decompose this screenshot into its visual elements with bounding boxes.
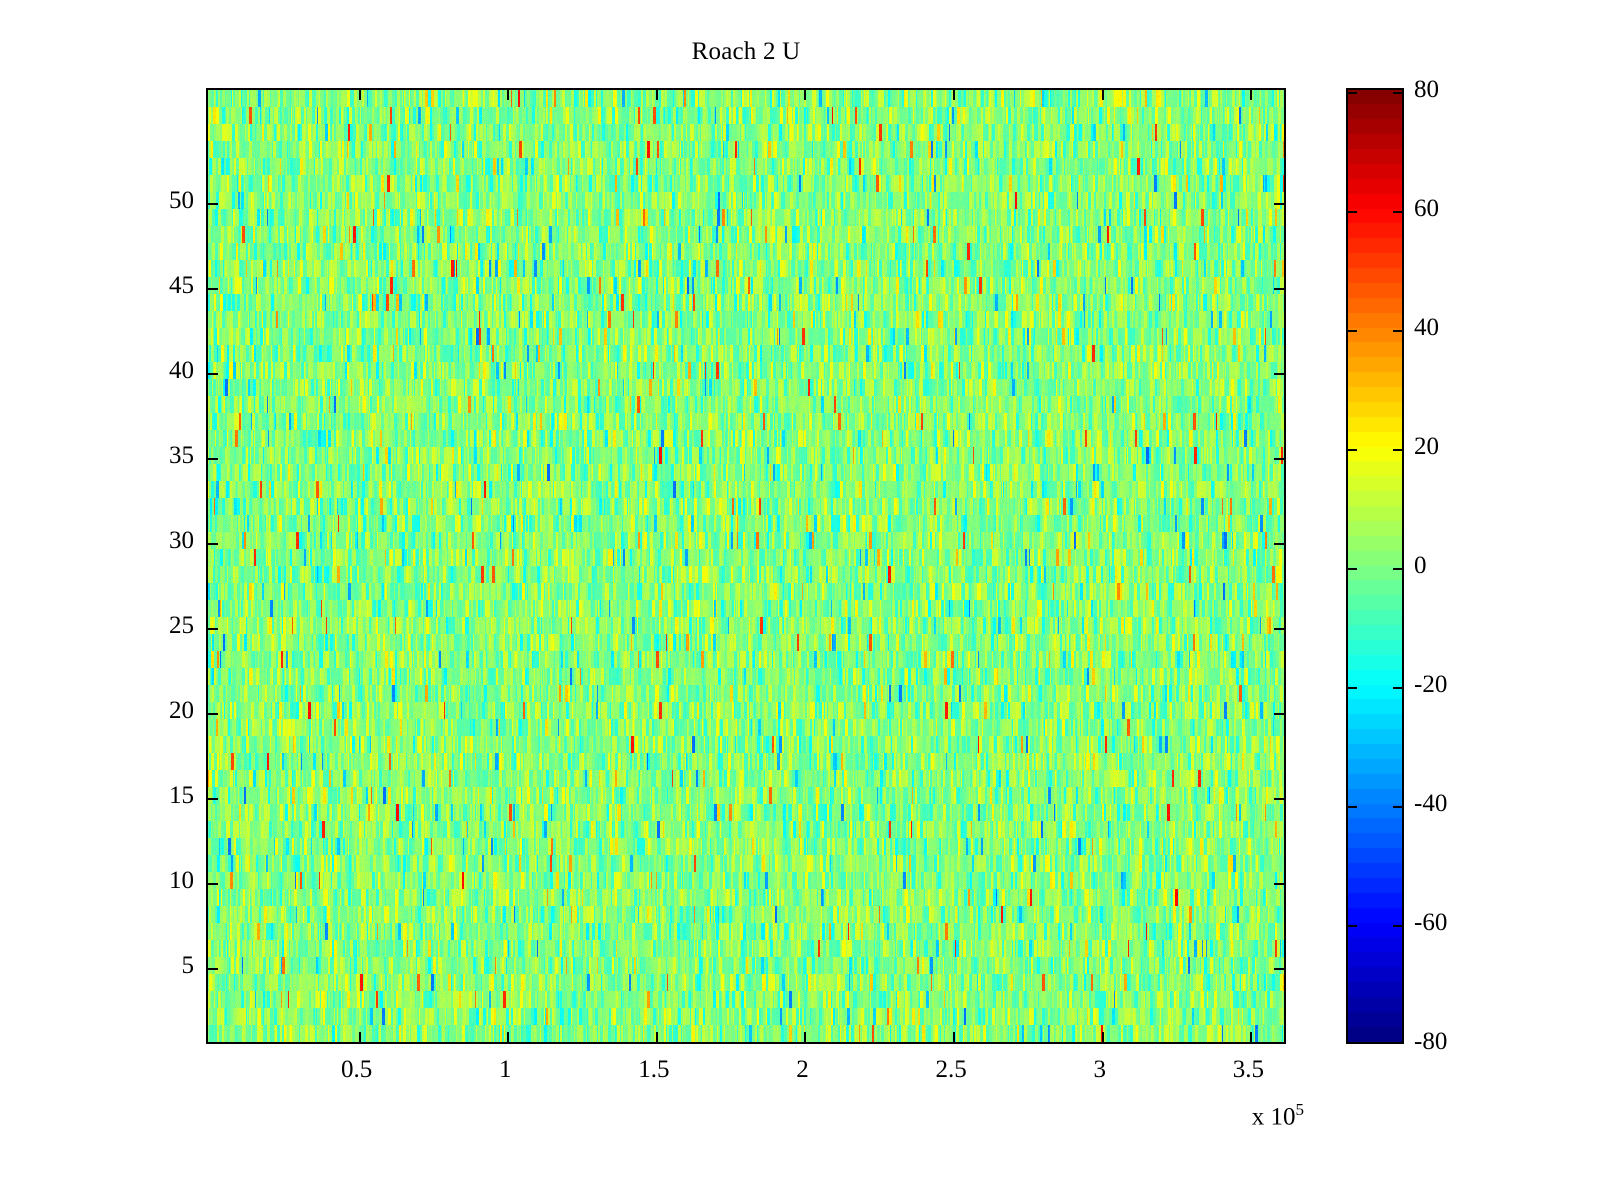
x-axis-tick-label: 1 xyxy=(498,1056,512,1083)
x-axis-tick xyxy=(804,90,807,100)
colorbar-tick-label: -20 xyxy=(1414,671,1448,698)
y-axis-tick xyxy=(1274,287,1284,290)
y-axis-tick xyxy=(1274,627,1284,630)
x-axis-exponent-label: x 105 xyxy=(1252,1100,1304,1131)
colorbar-tick xyxy=(1393,330,1402,332)
y-axis-tick-label: 20 xyxy=(169,696,194,724)
heatmap-axes[interactable] xyxy=(206,88,1286,1044)
x-exponent-base: x 10 xyxy=(1251,1103,1296,1131)
y-axis-tick xyxy=(1274,967,1284,970)
colorbar-tick xyxy=(1348,806,1357,808)
colorbar-tick-label: 0 xyxy=(1414,552,1427,579)
x-axis-tick xyxy=(1101,1032,1104,1042)
x-axis-tick xyxy=(953,90,956,100)
y-axis-tick xyxy=(208,542,218,545)
y-axis-tick-label: 35 xyxy=(169,441,194,469)
x-axis-tick xyxy=(655,90,658,100)
colorbar-tick-label: 20 xyxy=(1414,433,1439,460)
colorbar-tick xyxy=(1348,330,1357,332)
y-axis-tick xyxy=(1274,712,1284,715)
x-axis-tick xyxy=(358,1032,361,1042)
colorbar-tick xyxy=(1393,568,1402,570)
x-axis-tick-label: 3 xyxy=(1093,1056,1106,1083)
y-axis-tick xyxy=(1274,202,1284,205)
x-axis-tick xyxy=(1250,1032,1253,1042)
y-axis-tick xyxy=(208,712,218,715)
y-axis-tick xyxy=(208,797,218,800)
x-axis-tick xyxy=(655,1032,658,1042)
colorbar-tick xyxy=(1393,806,1402,808)
y-axis-tick xyxy=(208,457,218,460)
colorbar-tick-label: -40 xyxy=(1414,790,1448,817)
x-axis-tick-label: 0.5 xyxy=(340,1056,373,1083)
y-axis-tick xyxy=(1274,882,1284,885)
y-axis-tick xyxy=(208,287,218,290)
colorbar-tick-label: 40 xyxy=(1414,314,1439,341)
y-axis-tick-label: 15 xyxy=(169,781,194,809)
x-axis-tick-label: 1.5 xyxy=(638,1056,670,1083)
y-axis-tick xyxy=(208,967,218,970)
y-axis-tick xyxy=(1274,797,1284,800)
y-axis-tick xyxy=(1274,542,1284,545)
x-axis-tick xyxy=(1250,90,1253,100)
colorbar-tick xyxy=(1348,925,1357,927)
y-axis-tick xyxy=(208,882,218,885)
y-axis-tick xyxy=(208,202,218,205)
colorbar-tick xyxy=(1393,92,1402,94)
y-axis-tick-label: 10 xyxy=(169,866,194,894)
y-axis-tick xyxy=(1274,372,1284,375)
x-exponent-power: 5 xyxy=(1295,1100,1305,1119)
colorbar-tick xyxy=(1393,449,1402,451)
y-axis-tick-label: 5 xyxy=(181,951,195,979)
x-axis-tick-label: 2.5 xyxy=(935,1056,967,1083)
colorbar-tick xyxy=(1348,211,1357,213)
colorbar-tick xyxy=(1348,449,1357,451)
page-title: Roach 2 U xyxy=(691,38,801,65)
colorbar-tick xyxy=(1393,687,1402,689)
y-axis-tick-label: 45 xyxy=(169,271,194,299)
y-axis-tick xyxy=(1274,457,1284,460)
colorbar-tick-label: 80 xyxy=(1414,76,1439,103)
y-axis-tick-label: 25 xyxy=(169,611,194,639)
y-axis-tick-label: 30 xyxy=(169,526,194,554)
y-axis-tick xyxy=(208,627,218,630)
x-axis-tick xyxy=(507,1032,510,1042)
x-axis-tick-label: 2 xyxy=(796,1056,809,1083)
x-axis-tick xyxy=(953,1032,956,1042)
colorbar-tick-label: 60 xyxy=(1414,195,1439,222)
y-axis-tick-label: 50 xyxy=(169,186,194,214)
x-axis-tick-label: 3.5 xyxy=(1232,1056,1264,1083)
colorbar-tick xyxy=(1348,92,1357,94)
heatmap-image xyxy=(208,90,1284,1042)
y-axis-tick-label: 40 xyxy=(169,356,194,384)
colorbar-tick xyxy=(1348,687,1357,689)
y-axis-tick xyxy=(208,372,218,375)
colorbar-tick xyxy=(1348,568,1357,570)
colorbar-tick xyxy=(1393,211,1402,213)
x-axis-tick xyxy=(804,1032,807,1042)
colorbar-tick xyxy=(1393,925,1402,927)
colorbar-tick-label: -80 xyxy=(1414,1028,1448,1055)
x-axis-tick xyxy=(358,90,361,100)
x-axis-tick xyxy=(507,90,510,100)
colorbar-gradient xyxy=(1348,90,1402,1042)
x-axis-tick xyxy=(1101,90,1104,100)
colorbar-tick-label: -60 xyxy=(1414,909,1448,936)
colorbar[interactable] xyxy=(1346,88,1404,1044)
